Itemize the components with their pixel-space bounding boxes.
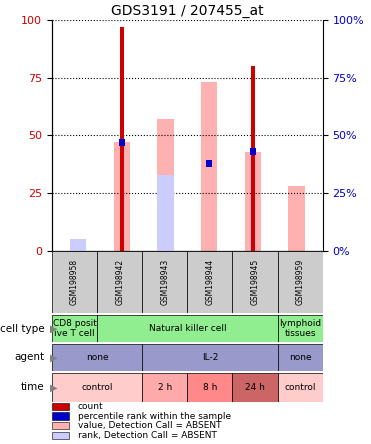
Bar: [120, 27, 124, 251]
Text: rank, Detection Call = ABSENT: rank, Detection Call = ABSENT: [78, 431, 217, 440]
Text: IL-2: IL-2: [202, 353, 218, 362]
Bar: [157, 119, 174, 251]
Text: time: time: [21, 382, 45, 392]
Text: none: none: [86, 353, 108, 362]
Bar: [52, 251, 97, 313]
Bar: [142, 251, 187, 313]
Bar: [114, 143, 130, 251]
Text: GSM198959: GSM198959: [296, 259, 305, 305]
Title: GDS3191 / 207455_at: GDS3191 / 207455_at: [111, 4, 264, 18]
Bar: [288, 186, 305, 251]
Bar: [233, 373, 278, 402]
Text: lymphoid
tissues: lymphoid tissues: [279, 319, 321, 338]
Text: percentile rank within the sample: percentile rank within the sample: [78, 412, 231, 420]
Text: GSM198944: GSM198944: [206, 259, 214, 305]
Text: none: none: [289, 353, 312, 362]
Bar: [278, 315, 323, 342]
Bar: [142, 344, 278, 371]
Bar: [52, 315, 97, 342]
Text: 8 h: 8 h: [203, 383, 217, 392]
Bar: [278, 344, 323, 371]
Bar: [206, 160, 212, 166]
Bar: [278, 373, 323, 402]
Text: CD8 posit
ive T cell: CD8 posit ive T cell: [53, 319, 96, 338]
Bar: [119, 139, 125, 146]
Bar: [97, 315, 278, 342]
Bar: [52, 373, 142, 402]
Bar: [201, 82, 217, 251]
Text: ▶: ▶: [50, 382, 58, 392]
Bar: [233, 251, 278, 313]
Bar: [52, 344, 142, 371]
Text: control: control: [285, 383, 316, 392]
Bar: [251, 66, 255, 251]
Bar: [244, 151, 261, 251]
Text: GSM198942: GSM198942: [115, 259, 124, 305]
Text: cell type: cell type: [0, 324, 45, 333]
Text: control: control: [81, 383, 113, 392]
Text: ▶: ▶: [50, 353, 58, 362]
Text: value, Detection Call = ABSENT: value, Detection Call = ABSENT: [78, 421, 221, 430]
Bar: [187, 251, 233, 313]
Text: count: count: [78, 402, 104, 411]
Bar: [142, 373, 187, 402]
Bar: [187, 373, 233, 402]
Text: GSM198945: GSM198945: [250, 259, 260, 305]
Bar: [97, 251, 142, 313]
Bar: [70, 244, 86, 251]
Bar: [278, 251, 323, 313]
Bar: [157, 174, 174, 251]
Bar: [70, 239, 86, 251]
Bar: [250, 148, 256, 155]
Text: 2 h: 2 h: [158, 383, 172, 392]
Text: GSM198943: GSM198943: [160, 259, 169, 305]
Text: 24 h: 24 h: [245, 383, 265, 392]
Text: Natural killer cell: Natural killer cell: [148, 324, 226, 333]
Text: GSM198958: GSM198958: [70, 259, 79, 305]
Text: agent: agent: [14, 353, 45, 362]
Text: ▶: ▶: [50, 324, 58, 333]
